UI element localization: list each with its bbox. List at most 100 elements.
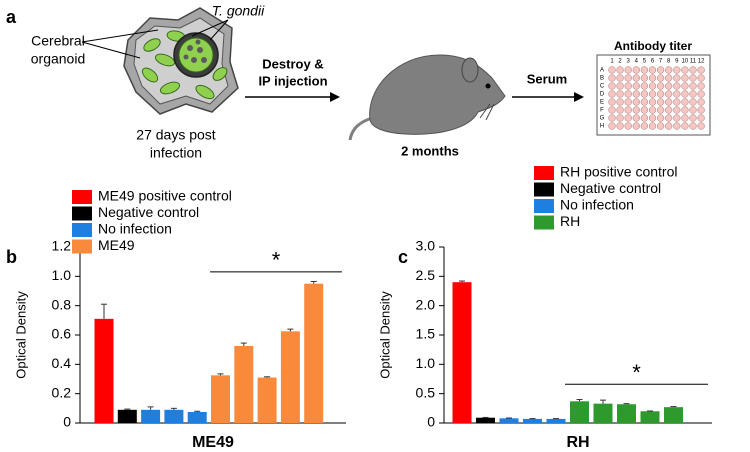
bar bbox=[664, 407, 683, 423]
well bbox=[673, 74, 681, 82]
well bbox=[665, 90, 673, 98]
readout: Antibody titer bbox=[614, 39, 692, 53]
legend-label: RH bbox=[560, 213, 580, 229]
plate-column-label: 2 bbox=[618, 59, 622, 65]
well bbox=[616, 106, 624, 114]
bar bbox=[546, 418, 566, 423]
well bbox=[689, 106, 697, 114]
well bbox=[697, 82, 705, 90]
legend-swatch bbox=[534, 166, 554, 180]
well bbox=[624, 90, 632, 98]
y-tick-label: 2.5 bbox=[416, 267, 436, 283]
y-tick-label: 0.4 bbox=[52, 355, 72, 371]
arrow-head bbox=[330, 92, 340, 102]
well bbox=[608, 74, 616, 82]
well bbox=[608, 82, 616, 90]
well bbox=[648, 66, 657, 74]
plate-column-label: 3 bbox=[627, 59, 631, 65]
well bbox=[608, 114, 616, 122]
well bbox=[673, 98, 681, 106]
bar bbox=[452, 282, 472, 423]
well bbox=[656, 98, 665, 106]
plate-column-label: 11 bbox=[690, 59, 697, 65]
plate-column-label: 10 bbox=[682, 59, 689, 65]
well bbox=[648, 74, 657, 82]
well bbox=[616, 66, 624, 74]
well bbox=[689, 114, 697, 122]
well bbox=[640, 66, 649, 74]
well bbox=[656, 82, 665, 90]
well bbox=[608, 98, 616, 106]
well bbox=[681, 90, 689, 98]
plate-column-label: 6 bbox=[651, 59, 655, 65]
error-bar bbox=[670, 406, 677, 408]
panel-label: c bbox=[398, 247, 408, 267]
well bbox=[689, 82, 697, 90]
significance-mark: * bbox=[272, 248, 281, 273]
well bbox=[632, 66, 640, 74]
error-bar bbox=[310, 280, 317, 284]
x-axis-label: ME49 bbox=[192, 434, 234, 451]
well bbox=[673, 90, 681, 98]
arrow-head bbox=[574, 92, 584, 102]
plate-column-label: 5 bbox=[643, 59, 647, 65]
bar bbox=[234, 346, 254, 423]
y-tick-label: 1.5 bbox=[416, 326, 436, 342]
bar bbox=[280, 331, 300, 423]
parasite-label: T. gondii bbox=[212, 3, 265, 19]
well bbox=[689, 98, 697, 106]
well bbox=[640, 106, 649, 114]
error-bar bbox=[459, 280, 465, 283]
well bbox=[681, 66, 689, 74]
y-tick-label: 3.0 bbox=[416, 238, 436, 254]
error-bar bbox=[576, 399, 583, 402]
bar bbox=[117, 409, 137, 423]
bar bbox=[257, 377, 277, 423]
bar bbox=[304, 283, 324, 423]
y-tick-label: 0 bbox=[63, 414, 71, 430]
legend-label: RH positive control bbox=[560, 164, 678, 180]
well bbox=[656, 74, 665, 82]
step-label: Destroy & bbox=[262, 56, 323, 71]
well bbox=[681, 82, 689, 90]
legend-swatch bbox=[72, 190, 92, 204]
error-bar bbox=[147, 406, 154, 410]
well bbox=[616, 90, 624, 98]
duration: 2 months bbox=[401, 143, 459, 158]
error-bar bbox=[600, 399, 606, 404]
well bbox=[640, 114, 649, 122]
well bbox=[697, 66, 705, 74]
well bbox=[648, 90, 657, 98]
legend-label: No infection bbox=[560, 197, 634, 213]
bar bbox=[499, 418, 519, 423]
y-axis-label: Optical Density bbox=[13, 291, 28, 379]
well bbox=[632, 114, 640, 122]
plate-column-label: 4 bbox=[635, 59, 639, 65]
bar bbox=[211, 375, 230, 423]
legend-swatch bbox=[534, 199, 554, 213]
legend-label: No infection bbox=[98, 221, 172, 237]
well bbox=[665, 82, 673, 90]
well bbox=[648, 106, 657, 114]
well bbox=[656, 106, 665, 114]
well bbox=[656, 66, 665, 74]
well bbox=[624, 66, 632, 74]
well bbox=[648, 122, 657, 130]
plate-row-label: H bbox=[600, 124, 604, 130]
well bbox=[640, 74, 649, 82]
well bbox=[640, 82, 649, 90]
well bbox=[697, 106, 705, 114]
y-tick-label: 0.8 bbox=[52, 296, 72, 312]
organoid bbox=[81, 7, 239, 115]
well bbox=[673, 106, 681, 114]
well bbox=[616, 82, 624, 90]
bar bbox=[94, 318, 114, 423]
well bbox=[665, 98, 673, 106]
legend-swatch bbox=[72, 239, 92, 254]
well bbox=[656, 114, 665, 122]
y-tick-label: 0.5 bbox=[416, 384, 436, 400]
y-tick-label: 1.0 bbox=[52, 267, 72, 283]
plate-column-label: 1 bbox=[610, 59, 614, 65]
well bbox=[648, 114, 657, 122]
